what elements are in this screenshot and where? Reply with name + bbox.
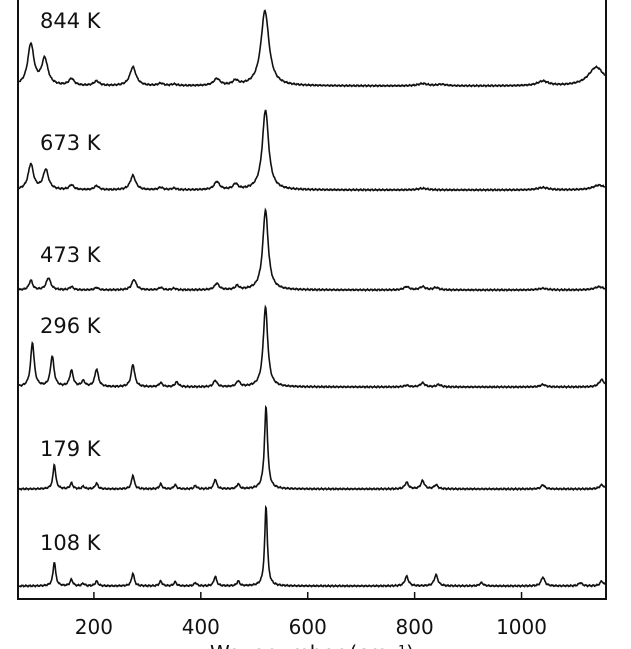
x-axis-title: Wavenumber (cm⁻¹)	[210, 641, 414, 649]
x-tick-label-400: 400	[182, 615, 220, 639]
x-tick-label-1000: 1000	[496, 615, 547, 639]
temperature-label-108k: 108 K	[40, 531, 102, 555]
temperature-labels: 844 K 673 K 473 K 296 K 179 K 108 K	[40, 9, 102, 555]
spectrum-line-108k	[18, 504, 606, 588]
temperature-label-673k: 673 K	[40, 131, 102, 155]
temperature-label-844k: 844 K	[40, 9, 102, 33]
spectrum-line-844k	[18, 9, 606, 88]
spectrum-line-296k	[18, 304, 606, 390]
spectrum-line-673k	[18, 109, 606, 193]
x-axis-ticks: 200 400 600 800 1000	[75, 592, 547, 639]
temperature-label-179k: 179 K	[40, 437, 102, 461]
spectrum-line-473k	[18, 207, 606, 293]
x-tick-label-600: 600	[289, 615, 327, 639]
x-tick-label-800: 800	[396, 615, 434, 639]
spectrum-line-179k	[18, 404, 606, 492]
spectra-group	[18, 9, 606, 588]
plot-frame	[17, 0, 607, 600]
temperature-label-473k: 473 K	[40, 243, 102, 267]
x-tick-label-200: 200	[75, 615, 113, 639]
temperature-label-296k: 296 K	[40, 314, 102, 338]
